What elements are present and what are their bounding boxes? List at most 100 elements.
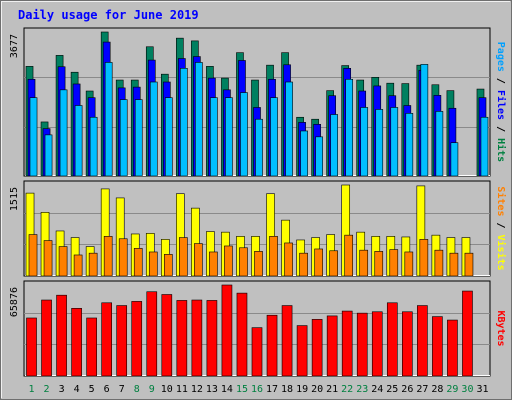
bar-kbytes-day-10	[161, 294, 173, 377]
bar-pages-day-6	[104, 62, 113, 177]
x-tick-label-day-20: 20	[311, 384, 323, 395]
bar-pages-day-28	[435, 111, 444, 177]
bar-sites-day-3	[58, 246, 68, 277]
bar-kbytes-day-14	[221, 284, 233, 377]
bar-kbytes-day-9	[146, 291, 158, 377]
bar-kbytes-day-23	[356, 312, 368, 377]
bar-kbytes-day-30	[462, 290, 473, 377]
bar-kbytes-day-4	[71, 308, 82, 377]
right-label-separator: /	[495, 120, 506, 138]
right-label-part-pages: Pages	[495, 42, 506, 72]
bar-pages-day-23	[360, 107, 369, 177]
bar-pages-day-13	[210, 97, 218, 177]
x-tick-label-day-30: 30	[461, 384, 473, 395]
x-tick-label-day-23: 23	[356, 384, 368, 395]
bar-kbytes-day-6	[101, 302, 112, 377]
x-tick-label-day-13: 13	[206, 384, 218, 395]
x-tick-label-day-27: 27	[416, 384, 428, 395]
bar-kbytes-day-24	[371, 311, 383, 377]
ymax-label-hits: 3677	[9, 34, 20, 58]
bar-pages-day-8	[134, 99, 143, 177]
bar-pages-day-3	[59, 89, 68, 177]
bar-pages-day-12	[195, 62, 203, 177]
bar-kbytes-day-28	[432, 316, 443, 377]
bar-pages-day-21	[330, 114, 338, 177]
x-tick-label-day-17: 17	[266, 384, 278, 395]
bar-sites-day-28	[434, 249, 444, 277]
bar-pages-day-20	[315, 136, 323, 177]
right-label-part-hits: Hits	[495, 138, 507, 162]
bar-pages-day-16	[255, 118, 263, 177]
bar-kbytes-day-22	[341, 310, 353, 377]
bar-sites-day-25	[389, 249, 399, 277]
bar-sites-day-17	[269, 236, 278, 277]
x-tick-label-day-10: 10	[161, 384, 173, 395]
bar-pages-day-2	[44, 134, 53, 177]
x-tick-label-day-16: 16	[251, 384, 263, 395]
bar-kbytes-day-21	[326, 315, 338, 377]
bar-pages-day-22	[345, 78, 354, 177]
bar-pages-day-7	[119, 99, 128, 177]
bar-pages-day-14	[225, 97, 233, 177]
bar-kbytes-day-18	[281, 305, 293, 377]
bar-sites-day-13	[209, 251, 218, 277]
bar-kbytes-day-3	[56, 294, 67, 377]
bar-sites-day-20	[314, 248, 323, 277]
x-tick-label-day-29: 29	[446, 384, 458, 395]
bar-sites-day-12	[194, 243, 203, 277]
bar-sites-day-18	[284, 242, 293, 277]
x-tick-label-day-21: 21	[326, 384, 338, 395]
x-tick-label-day-5: 5	[89, 384, 95, 395]
x-tick-label-day-25: 25	[386, 384, 398, 395]
right-label-separator: /	[495, 72, 506, 90]
x-tick-label-day-9: 9	[149, 384, 155, 395]
bar-pages-day-4	[74, 105, 83, 177]
bar-pages-day-17	[270, 97, 278, 177]
right-label-part-visits: Visits	[495, 235, 507, 271]
bar-pages-day-15	[240, 92, 248, 177]
ymax-label-kbytes: 65876	[9, 287, 20, 317]
x-tick-label-day-3: 3	[59, 384, 65, 395]
bar-kbytes-day-26	[402, 311, 413, 377]
bar-kbytes-day-7	[116, 305, 128, 377]
bar-kbytes-day-25	[386, 302, 398, 377]
bar-sites-day-19	[299, 252, 308, 277]
bar-pages-day-9	[149, 81, 158, 177]
bar-sites-day-30	[464, 252, 474, 277]
panel-kbytes: 65876 KBytes	[9, 280, 506, 377]
right-label-part-kbytes: KBytes	[495, 310, 506, 346]
bar-sites-day-4	[73, 254, 83, 277]
x-tick-label-day-1: 1	[29, 384, 35, 395]
bar-sites-day-24	[374, 251, 384, 277]
x-tick-label-day-18: 18	[281, 384, 293, 395]
bar-sites-day-9	[148, 251, 158, 277]
bar-pages-day-27	[420, 64, 429, 177]
bar-sites-day-22	[344, 234, 354, 277]
bar-kbytes-day-12	[191, 299, 203, 377]
bar-pages-day-10	[164, 97, 173, 177]
x-tick-label-day-31: 31	[476, 384, 488, 395]
bar-sites-day-2	[43, 240, 53, 277]
bar-kbytes-day-13	[206, 300, 218, 377]
bar-pages-day-26	[405, 113, 414, 177]
x-tick-label-day-11: 11	[176, 384, 188, 395]
bar-kbytes-day-27	[417, 305, 428, 377]
chart-title: Daily usage for June 2019	[18, 8, 199, 22]
bar-sites-day-15	[239, 247, 248, 277]
bar-pages-day-31	[480, 116, 489, 177]
bar-pages-day-25	[390, 107, 399, 177]
bar-kbytes-day-1	[26, 317, 37, 377]
right-label-part-sites: Sites	[495, 186, 507, 216]
x-tick-label-day-26: 26	[401, 384, 413, 395]
right-label-kbytes: KBytes	[495, 310, 506, 346]
x-tick-label-day-8: 8	[134, 384, 140, 395]
x-tick-label-day-12: 12	[191, 384, 203, 395]
bar-sites-day-1	[28, 234, 38, 277]
right-label-visits: Sites / Visits	[495, 186, 507, 270]
x-tick-label-day-28: 28	[431, 384, 443, 395]
bar-sites-day-26	[404, 251, 414, 277]
bar-pages-day-1	[29, 97, 38, 177]
right-label-separator: /	[495, 216, 506, 234]
panel-hits: 3677 Pages / Files / Hits	[9, 27, 507, 177]
bar-sites-day-8	[133, 248, 143, 277]
